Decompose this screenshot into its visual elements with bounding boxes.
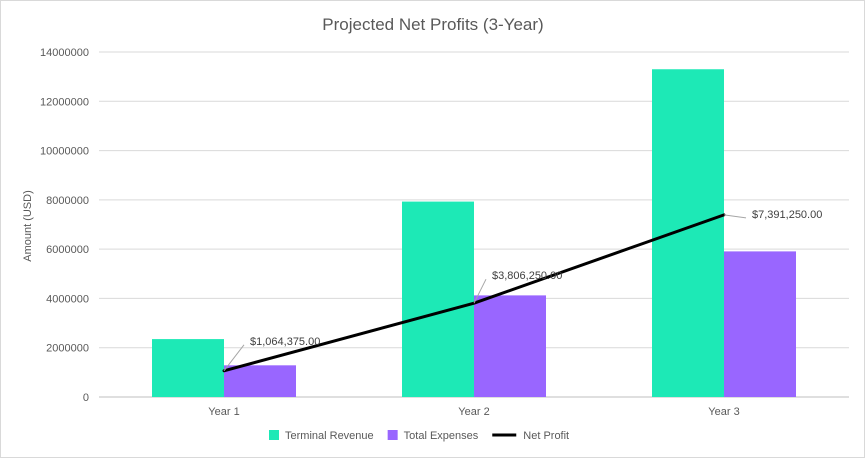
total-expenses-bar-2 [474,295,546,397]
x-tick-label: Year 2 [458,406,489,418]
y-tick-label: 8000000 [46,195,89,207]
net-profit-data-label: $3,806,250.00 [492,270,562,282]
legend: Terminal Revenue Total Expenses Net Profit [269,430,569,442]
legend-label: Terminal Revenue [285,430,374,442]
y-tick-label: 6000000 [46,244,89,256]
bars [152,69,796,397]
net-profit-label-leader [723,214,747,219]
legend-swatch [387,430,398,440]
total-expenses-bar-3 [724,251,796,397]
y-tick-label: 14000000 [40,47,89,59]
net-profit-line-layer: $1,064,375.00 $3,806,250.00 $7,391,250.00 [222,209,822,373]
net-profit-label-leader [473,278,487,304]
y-tick-label: 4000000 [46,293,89,305]
y-tick-label: 2000000 [46,343,89,355]
total-expenses-bar-1 [224,365,296,397]
terminal-revenue-bar-3 [652,69,724,397]
y-axis-ticks: 0 2000000 4000000 6000000 8000000 10000000 120… [40,47,89,404]
legend-label: Net Profit [523,430,569,442]
y-tick-label: 12000000 [40,96,89,108]
legend-label: Total Expenses [404,430,479,442]
y-axis-title: Amount (USD) [22,190,34,262]
net-profit-label-leader [223,344,245,372]
x-tick-label: Year 3 [708,406,739,418]
terminal-revenue-bar-1 [152,339,224,397]
legend-item-total-expenses: Total Expenses [387,430,479,442]
chart-title: Projected Net Profits (3-Year) [322,15,543,34]
legend-item-net-profit: Net Profit [492,430,569,442]
x-tick-label: Year 1 [208,406,239,418]
terminal-revenue-bar-2 [402,201,474,397]
legend-item-terminal-revenue: Terminal Revenue [269,430,374,442]
net-profit-data-label: $7,391,250.00 [752,209,822,221]
x-axis-ticks: Year 1 Year 2 Year 3 [208,406,739,418]
y-tick-label: 0 [83,392,89,404]
legend-swatch [269,430,279,440]
net-profit-data-label: $1,064,375.00 [250,336,320,348]
y-tick-label: 10000000 [40,146,89,158]
